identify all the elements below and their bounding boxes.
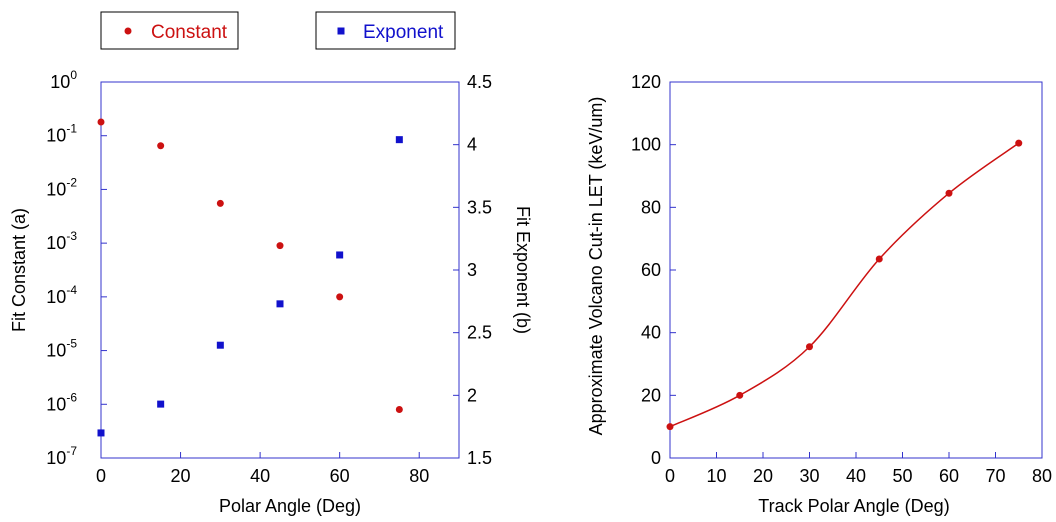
constant-point — [157, 142, 165, 150]
right-chart-x-tick-label: 60 — [939, 466, 959, 486]
cut-in-let-point — [806, 343, 813, 351]
right-chart-x-tick-label: 80 — [1032, 466, 1052, 486]
legend-label-constant: Constant — [151, 22, 228, 43]
right-chart-x-tick-label: 40 — [846, 466, 866, 486]
constant-point — [216, 199, 224, 207]
right-chart-y-axis-label: Approximate Volcano Cut-in LET (keV/um) — [586, 97, 606, 436]
exponent-point — [276, 300, 284, 308]
exponent-point — [395, 136, 403, 144]
right-y-tick-label: 4.5 — [467, 72, 492, 92]
right-chart-y-tick-label: 60 — [641, 260, 661, 280]
left-x-tick-label: 60 — [330, 466, 350, 486]
left-chart: 0 20 40 60 80 100 10-1 10-2 10-3 10-4 10-5 10-6 10-7… — [9, 68, 533, 516]
cut-in-let-line — [669, 142, 1020, 428]
legend-entry-constant: Constant — [100, 11, 239, 50]
left-x-tick-label: 0 — [96, 466, 106, 486]
legend-label-exponent: Exponent — [363, 22, 444, 43]
constant-point — [395, 405, 403, 413]
right-x-axis-label: Track Polar Angle (Deg) — [758, 496, 949, 516]
left-x-axis-label: Polar Angle (Deg) — [219, 496, 361, 516]
right-chart-x-tick-label: 30 — [799, 466, 819, 486]
left-y-tick-label: 10-5 — [46, 337, 77, 361]
right-chart-x-tick-label: 70 — [985, 466, 1005, 486]
left-x-tick-label: 40 — [250, 466, 270, 486]
exponent-point — [336, 251, 344, 259]
left-y-tick-label: 10-3 — [46, 229, 77, 253]
exponent-point — [97, 429, 105, 437]
right-chart-x-tick-label: 50 — [892, 466, 912, 486]
legend: Constant Exponent — [100, 11, 456, 50]
right-y-tick-label: 2.5 — [467, 323, 492, 343]
right-y-tick-label: 2 — [467, 385, 477, 405]
right-chart-y-tick-label: 40 — [641, 323, 661, 343]
right-y-tick-label: 3 — [467, 260, 477, 280]
right-chart: 0 10 20 30 40 50 60 70 80 0 20 40 60 80 100 120 Track P… — [586, 72, 1052, 516]
left-y-tick-label: 10-7 — [46, 444, 77, 468]
left-y-tick-label: 10-4 — [46, 283, 77, 307]
left-y-tick-label: 10-1 — [46, 122, 77, 146]
left-y-axis-label: Fit Constant (a) — [9, 208, 29, 332]
right-chart-x-tick-label: 20 — [753, 466, 773, 486]
right-plot-frame — [669, 81, 1043, 459]
cut-in-let-point — [945, 189, 953, 197]
left-x-tick-label: 80 — [409, 466, 429, 486]
left-y-tick-label: 10-6 — [46, 390, 77, 414]
legend-marker-exponent — [337, 27, 345, 35]
right-chart-y-tick-label: 0 — [651, 448, 661, 468]
constant-point — [336, 293, 344, 301]
cut-in-let-point — [666, 423, 674, 431]
right-chart-y-tick-label: 100 — [631, 135, 661, 155]
legend-entry-exponent: Exponent — [315, 11, 456, 50]
legend-marker-constant — [124, 27, 132, 35]
constant-point — [97, 118, 105, 126]
right-chart-y-tick-label: 20 — [641, 385, 661, 405]
right-chart-x-tick-label: 0 — [665, 466, 675, 486]
left-y-tick-label: 100 — [50, 68, 77, 92]
cut-in-let-point — [875, 255, 883, 263]
left-plot-frame — [100, 81, 460, 459]
right-chart-y-tick-label: 120 — [631, 72, 661, 92]
cut-in-let-point — [1015, 139, 1023, 147]
constant-point — [276, 242, 284, 250]
cut-in-let-point — [736, 391, 744, 399]
left-x-tick-label: 20 — [171, 466, 191, 486]
right-y-axis-label: Fit Exponent (b) — [513, 206, 533, 334]
right-chart-y-tick-label: 80 — [641, 197, 661, 217]
right-y-tick-label: 4 — [467, 135, 477, 155]
right-chart-x-tick-label: 10 — [706, 466, 726, 486]
left-y-tick-label: 10-2 — [46, 175, 77, 199]
right-y-tick-label: 1.5 — [467, 448, 492, 468]
right-y-tick-label: 3.5 — [467, 197, 492, 217]
exponent-point — [157, 400, 165, 408]
exponent-point — [216, 341, 224, 349]
